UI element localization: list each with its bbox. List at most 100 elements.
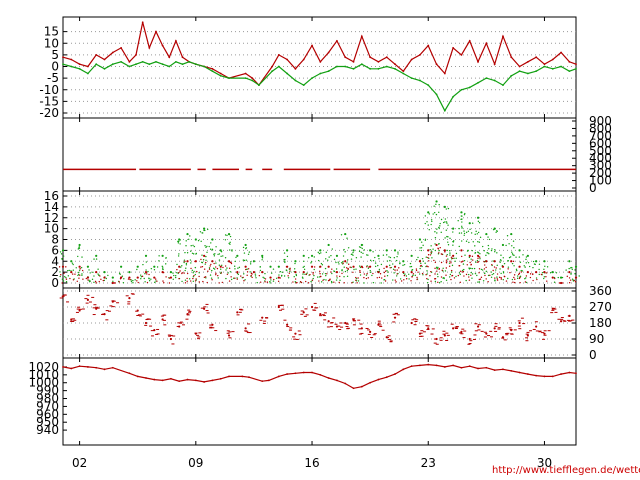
data-dash (377, 322, 381, 324)
data-dot (85, 277, 88, 280)
data-dot (485, 270, 487, 273)
data-dot (477, 241, 479, 243)
data-point (344, 56, 347, 59)
data-dot (148, 273, 150, 276)
data-dot (72, 269, 74, 271)
y-tick-label: 0 (589, 181, 597, 195)
data-point (460, 366, 463, 369)
data-dot (505, 280, 508, 282)
data-dot (427, 278, 429, 281)
y-tick-label: -15 (39, 94, 59, 108)
data-dot (88, 280, 91, 283)
data-dot (77, 274, 79, 277)
data-point (141, 60, 144, 63)
data-dash (160, 315, 164, 317)
data-dot (369, 269, 371, 272)
data-point (78, 309, 81, 312)
data-point (501, 243, 505, 247)
data-point (393, 249, 397, 252)
data-dot (162, 266, 164, 268)
data-dot (544, 265, 546, 267)
data-dash (95, 306, 99, 308)
data-dot (394, 279, 396, 281)
data-dot (460, 215, 462, 217)
data-point (418, 238, 422, 241)
data-dot (532, 266, 534, 269)
data-dot (574, 269, 576, 271)
data-point (501, 265, 505, 268)
data-dot (507, 277, 509, 280)
credit-link[interactable]: http://www.tiefflegen.de/wetter/ (492, 465, 640, 476)
data-dot (503, 275, 506, 278)
y-tick-label: 0 (51, 276, 59, 290)
data-dot (477, 220, 480, 223)
data-dot (190, 262, 192, 264)
data-dot (500, 254, 502, 256)
y-tick-label: 1020 (28, 360, 59, 374)
data-dot (515, 268, 518, 271)
data-dot (496, 276, 498, 278)
data-dash (439, 339, 443, 341)
data-dash (105, 319, 109, 321)
data-dot (399, 278, 402, 280)
data-dot (478, 278, 480, 281)
data-dot (512, 281, 514, 283)
data-dot (365, 254, 368, 256)
data-dash (505, 333, 509, 335)
data-point (377, 60, 380, 63)
data-dot (554, 277, 556, 280)
data-dot (209, 265, 211, 267)
data-dot (446, 222, 448, 224)
data-dash (85, 302, 89, 304)
data-dot (452, 231, 454, 233)
data-point (352, 249, 355, 252)
data-dot (430, 252, 432, 255)
data-point (194, 63, 197, 66)
data-dot (65, 277, 67, 279)
data-dot (449, 237, 451, 240)
data-dot (446, 253, 448, 256)
data-point (203, 381, 206, 383)
data-point (385, 56, 388, 59)
y-tick-label: 2 (51, 265, 59, 279)
data-dot (485, 266, 487, 269)
data-point (194, 379, 197, 382)
data-dot (132, 279, 134, 282)
data-dot (136, 268, 138, 271)
data-dash (370, 336, 374, 338)
y-tick-label: 900 (589, 114, 612, 128)
data-dot (310, 280, 312, 283)
data-dot (237, 273, 240, 276)
data-dash (66, 301, 70, 303)
data-point (551, 271, 554, 274)
data-dash (105, 310, 109, 312)
data-dot (78, 247, 81, 249)
data-dot (174, 275, 177, 277)
data-dot (333, 281, 335, 283)
data-dot (479, 257, 481, 260)
data-dot (434, 280, 437, 283)
data-dot (65, 280, 68, 283)
data-dot (324, 272, 327, 275)
data-dot (185, 245, 187, 247)
data-dot (363, 276, 365, 279)
data-dot (194, 280, 197, 282)
data-dot (445, 261, 448, 263)
data-dot (61, 282, 63, 284)
data-point (144, 271, 148, 274)
data-dot (177, 255, 180, 257)
data-dot (263, 277, 265, 279)
y-tick-label: 990 (36, 384, 59, 398)
data-dot (404, 273, 406, 275)
data-dash (321, 314, 325, 316)
data-dash (205, 310, 209, 312)
data-point (377, 271, 380, 274)
data-point (219, 377, 222, 380)
data-dot (524, 266, 526, 268)
data-point (443, 366, 446, 368)
data-dash (196, 334, 200, 336)
data-dot (503, 262, 506, 265)
data-dash (494, 325, 498, 327)
data-dot (340, 234, 343, 236)
data-dot (272, 268, 275, 270)
